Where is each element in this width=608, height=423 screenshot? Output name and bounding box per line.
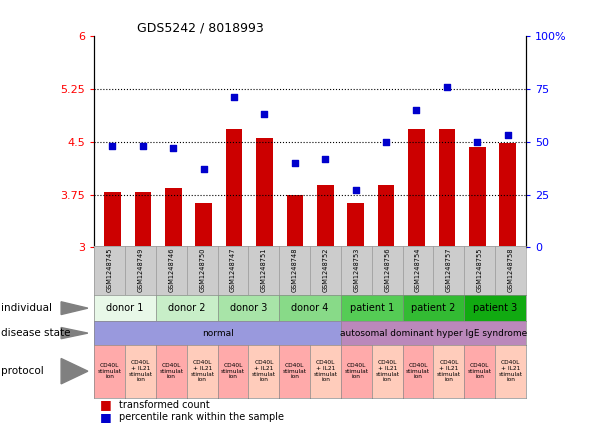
Point [381,138,391,145]
Point [108,143,117,149]
Polygon shape [61,302,88,315]
Point [199,166,209,173]
Text: CD40L
+ IL21
stimulat
ion: CD40L + IL21 stimulat ion [190,360,214,382]
Text: disease state: disease state [1,328,71,338]
Point [472,138,482,145]
Text: GSM1248747: GSM1248747 [230,247,236,292]
Bar [134,192,151,247]
Point [442,83,452,90]
Text: donor 1: donor 1 [106,303,143,313]
Text: normal: normal [202,329,233,338]
Point [168,145,178,151]
Text: GSM1248748: GSM1248748 [292,247,298,292]
Point [229,94,239,101]
Text: CD40L
+ IL21
stimulat
ion: CD40L + IL21 stimulat ion [375,360,399,382]
Text: CD40L
+ IL21
stimulat
ion: CD40L + IL21 stimulat ion [128,360,153,382]
Text: GDS5242 / 8018993: GDS5242 / 8018993 [137,22,264,35]
Point [138,143,148,149]
Text: CD40L
stimulat
ion: CD40L stimulat ion [98,363,122,379]
Text: CD40L
stimulat
ion: CD40L stimulat ion [406,363,430,379]
Bar [256,138,273,247]
Point [351,187,361,194]
Text: donor 2: donor 2 [168,303,206,313]
Text: GSM1248750: GSM1248750 [199,247,205,292]
Point [290,159,300,166]
Text: percentile rank within the sample: percentile rank within the sample [119,412,283,422]
Bar [165,187,182,247]
Polygon shape [61,327,88,339]
Text: ■: ■ [100,398,112,412]
Text: GSM1248746: GSM1248746 [168,247,174,292]
Text: GSM1248752: GSM1248752 [322,247,328,292]
Text: protocol: protocol [1,366,44,376]
Text: ■: ■ [100,411,112,423]
Text: GSM1248754: GSM1248754 [415,247,421,292]
Text: GSM1248755: GSM1248755 [477,247,483,292]
Text: CD40L
stimulat
ion: CD40L stimulat ion [468,363,492,379]
Point [320,155,330,162]
Bar [438,129,455,247]
Bar [104,192,121,247]
Bar [499,143,516,247]
Text: GSM1248757: GSM1248757 [446,247,452,292]
Polygon shape [61,359,88,384]
Text: individual: individual [1,303,52,313]
Text: GSM1248751: GSM1248751 [261,247,267,292]
Text: GSM1248753: GSM1248753 [353,247,359,292]
Text: GSM1248749: GSM1248749 [137,247,143,292]
Point [503,132,513,139]
Bar [469,147,486,247]
Text: GSM1248756: GSM1248756 [384,247,390,292]
Text: autosomal dominant hyper IgE syndrome: autosomal dominant hyper IgE syndrome [340,329,527,338]
Text: donor 4: donor 4 [291,303,329,313]
Bar [226,129,243,247]
Text: CD40L
stimulat
ion: CD40L stimulat ion [344,363,368,379]
Text: transformed count: transformed count [119,400,209,410]
Text: CD40L
stimulat
ion: CD40L stimulat ion [159,363,184,379]
Text: GSM1248745: GSM1248745 [106,247,112,292]
Point [412,107,421,113]
Text: CD40L
+ IL21
stimulat
ion: CD40L + IL21 stimulat ion [252,360,276,382]
Text: CD40L
+ IL21
stimulat
ion: CD40L + IL21 stimulat ion [314,360,337,382]
Text: patient 2: patient 2 [411,303,455,313]
Text: CD40L
+ IL21
stimulat
ion: CD40L + IL21 stimulat ion [499,360,522,382]
Bar [347,203,364,247]
Text: CD40L
stimulat
ion: CD40L stimulat ion [283,363,306,379]
Text: GSM1248758: GSM1248758 [508,247,514,292]
Bar [286,195,303,247]
Bar [408,129,425,247]
Text: CD40L
stimulat
ion: CD40L stimulat ion [221,363,245,379]
Text: CD40L
+ IL21
stimulat
ion: CD40L + IL21 stimulat ion [437,360,461,382]
Point [260,111,269,118]
Bar [378,185,395,247]
Bar [317,185,334,247]
Bar [195,203,212,247]
Text: patient 3: patient 3 [473,303,517,313]
Text: patient 1: patient 1 [350,303,394,313]
Text: donor 3: donor 3 [230,303,267,313]
